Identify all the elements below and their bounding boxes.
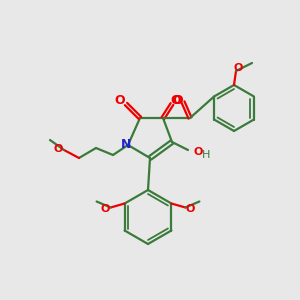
Text: O: O (173, 94, 183, 106)
Text: O: O (171, 94, 181, 106)
Text: N: N (121, 139, 131, 152)
Text: O: O (115, 94, 125, 106)
Text: O: O (193, 147, 202, 157)
Text: O: O (54, 144, 63, 154)
Text: O: O (186, 205, 195, 214)
Text: O: O (101, 205, 110, 214)
Text: H: H (202, 150, 210, 160)
Text: O: O (233, 63, 243, 73)
